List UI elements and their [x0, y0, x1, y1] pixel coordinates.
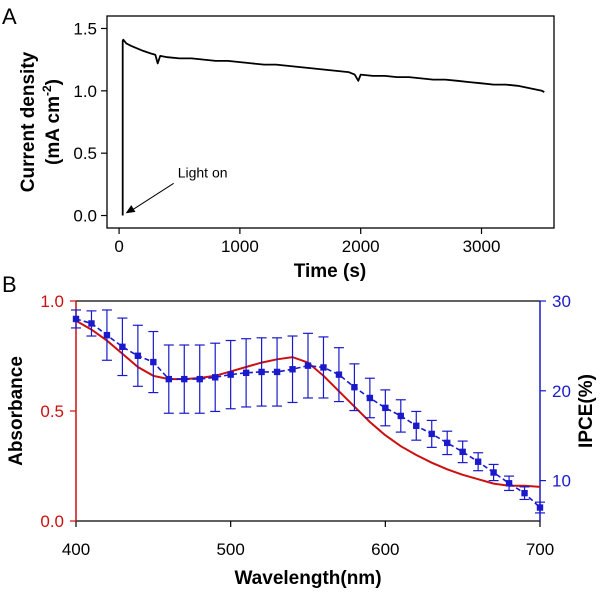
light-on-arrowhead: [125, 205, 136, 214]
panel-b-tag: B: [2, 272, 17, 297]
panel-b-left-ytick-label: 0.5: [40, 402, 64, 421]
panel-b-ylabel-left: Absorbance: [6, 356, 27, 466]
panel-b-xtick-label: 400: [62, 540, 90, 559]
ipce-point: [413, 422, 420, 430]
ipce-point: [444, 439, 451, 447]
ipce-point: [88, 320, 95, 327]
panel-a-ylabel-line1: Current density: [18, 51, 39, 192]
ipce-point: [521, 489, 528, 497]
ipce-point: [459, 448, 466, 456]
panel-a-xtick-label: 0: [114, 237, 123, 256]
panel-a-ytick-label: 0.5: [73, 144, 97, 163]
ipce-point: [181, 375, 188, 383]
panel-b-xtick-label: 700: [526, 540, 554, 559]
panel-a-ytick-label: 1.5: [73, 19, 97, 38]
panel-b-ylabel-right: IPCE(%): [576, 374, 597, 448]
panel-b-right-ytick-label: 30: [552, 292, 571, 311]
panel-a-chart: 0 1000 2000 3000 0.0 0.5 1.0 1.5 Time (s) Curre…: [18, 15, 555, 282]
ipce-point: [335, 371, 343, 378]
panel-a-xtick-label: 1000: [221, 237, 259, 256]
ipce-point: [474, 458, 482, 465]
panel-a-ytick-label: 0.0: [73, 207, 97, 226]
panel-b-right-ytick-label: 10: [552, 472, 571, 491]
ipce-point: [366, 394, 374, 402]
panel-a-ylabel-paren: ): [43, 79, 64, 85]
ipce-point: [351, 384, 358, 391]
ipce-point: [119, 343, 126, 350]
ipce-point: [273, 368, 281, 376]
light-on-arrow: [131, 182, 174, 211]
current-density-line: [121, 38, 545, 216]
ipce-point: [490, 469, 497, 476]
light-on-annotation: Light on: [178, 164, 228, 180]
ipce-point: [536, 504, 544, 511]
ipce-point: [289, 366, 296, 373]
panel-a-frame: [106, 15, 555, 229]
panel-b-chart: 400 500 600 700 0.0 0.5 1.0 10 20 30 Wavelength(n…: [6, 292, 597, 589]
ipce-point: [505, 480, 513, 487]
ipce-point: [304, 362, 312, 369]
ipce-point: [242, 369, 250, 377]
panel-a-xtick-label: 2000: [342, 237, 380, 256]
panel-b-left-ytick-label: 1.0: [40, 292, 64, 311]
ipce-point: [227, 371, 234, 378]
panel-a-tag: A: [2, 4, 17, 29]
ipce-point: [320, 364, 327, 371]
panel-b-xtick-label: 500: [216, 540, 244, 559]
panel-b-xlabel: Wavelength(nm): [234, 568, 381, 589]
panel-a-xlabel: Time (s): [294, 261, 367, 282]
panel-b-left-ytick-label: 0.0: [40, 512, 64, 531]
ipce-point: [165, 375, 172, 383]
ipce-point: [134, 352, 142, 359]
ipce-point: [196, 375, 203, 383]
ipce-point: [382, 404, 389, 412]
panel-a-ytick-label: 1.0: [73, 82, 97, 101]
ipce-point: [397, 412, 404, 420]
ipce-point: [212, 374, 219, 381]
ipce-point: [428, 430, 435, 438]
panel-a-ylabel-exponent: -2: [40, 85, 54, 96]
panel-a-ylabel-line2: (mA cm-2): [40, 79, 64, 165]
panel-a-ylabel-unit: (mA cm: [43, 96, 64, 165]
panel-b-xtick-label: 600: [371, 540, 399, 559]
ipce-point: [72, 315, 80, 323]
ipce-point: [258, 368, 265, 376]
ipce-point: [103, 331, 111, 339]
panel-a-xtick-label: 3000: [463, 237, 501, 256]
panel-b-right-ytick-label: 20: [552, 382, 571, 401]
ipce-point: [150, 358, 157, 366]
